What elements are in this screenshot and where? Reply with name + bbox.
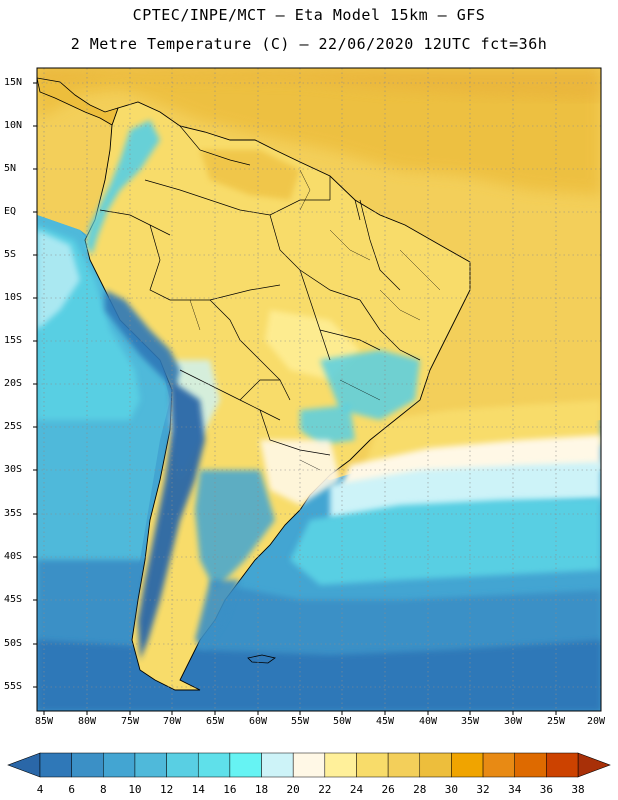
lon-label: 55W — [290, 716, 310, 727]
colorbar-label: 4 — [36, 783, 44, 796]
colorbar-swatch — [103, 752, 136, 778]
colorbar-label: 32 — [476, 783, 490, 796]
colorbar-label: 10 — [128, 783, 142, 796]
colorbar-label: 16 — [223, 783, 237, 796]
colorbar-label: 24 — [349, 783, 364, 796]
lon-label: 20W — [586, 716, 606, 727]
southern-patagonia — [195, 580, 240, 650]
central-america — [37, 77, 119, 126]
lat-label: 25S — [4, 421, 23, 432]
colorbar-swatch — [514, 752, 547, 778]
colorbar-swatch — [482, 752, 515, 778]
colorbar-label: 8 — [99, 783, 107, 796]
lat-label: 40S — [4, 551, 23, 562]
colorbar-label: 30 — [444, 783, 459, 796]
cyan-ocean-band — [290, 498, 601, 585]
colorbar — [7, 752, 611, 778]
colorbar-label: 38 — [571, 783, 585, 796]
lon-label: 25W — [546, 716, 566, 727]
graticule — [37, 68, 601, 711]
colorbar-swatch — [387, 752, 421, 778]
lat-label: 50S — [4, 638, 23, 649]
colorbar-min-arrow — [7, 752, 41, 778]
lon-label: 50W — [332, 716, 352, 727]
lat-label: 55S — [4, 681, 23, 692]
map-subtitle: 2 Metre Temperature (C) – 22/06/2020 12U… — [70, 35, 548, 53]
lon-label: 60W — [248, 716, 268, 727]
colorbar-swatch — [451, 752, 484, 778]
lat-label: 20S — [4, 378, 23, 389]
colorbar-swatch — [197, 752, 231, 778]
tick-marks — [33, 82, 557, 715]
colorbar-swatch — [134, 752, 167, 778]
lat-label: 10N — [4, 120, 23, 131]
lon-label: 65W — [205, 716, 225, 727]
lon-label: 45W — [375, 716, 395, 727]
colorbar-swatch — [166, 752, 199, 778]
lat-label: 15S — [4, 335, 23, 346]
lat-label: EQ — [4, 206, 17, 217]
colorbar-swatch — [229, 752, 262, 778]
lon-label: 40W — [418, 716, 438, 727]
colorbar-swatch — [261, 752, 294, 778]
colorbar-swatch — [356, 752, 389, 778]
lon-label: 30W — [503, 716, 523, 727]
colorbar-swatch — [546, 752, 579, 778]
lon-label: 35W — [460, 716, 480, 727]
colorbar-label: 6 — [68, 783, 75, 796]
colorbar-swatch — [71, 752, 104, 778]
lat-label: 10S — [4, 292, 23, 303]
state-borders — [189, 169, 441, 471]
lat-label: 30S — [4, 464, 23, 475]
falkland-islands — [247, 654, 276, 664]
map-field — [37, 68, 601, 711]
southeast-brazil-cool — [320, 350, 420, 420]
colorbar-label: 18 — [254, 783, 269, 796]
colorbar-swatch — [419, 752, 452, 778]
lat-label: 15N — [4, 77, 23, 88]
central-andes — [105, 290, 180, 390]
parana-cool — [300, 405, 355, 445]
colorbar-swatch — [324, 752, 357, 778]
southern-andes — [138, 380, 205, 660]
colorbar-label: 22 — [318, 783, 332, 796]
lon-label: 85W — [34, 716, 54, 727]
hot-north-strip — [37, 68, 601, 100]
colorbar-label: 12 — [159, 783, 174, 796]
amazon-warm-zone — [200, 150, 300, 200]
colorbar-label: 14 — [191, 783, 205, 796]
lat-label: 35S — [4, 508, 23, 519]
lon-label: 80W — [77, 716, 97, 727]
uruguay-pale — [260, 440, 340, 505]
colorbar-label: 34 — [508, 783, 522, 796]
lat-label: 45S — [4, 594, 23, 605]
lon-label: 70W — [162, 716, 182, 727]
lon-label: 75W — [120, 716, 140, 727]
lat-label: 5S — [4, 249, 17, 260]
map-frame — [36, 67, 602, 712]
colorbar-max-arrow — [577, 752, 611, 778]
colorbar-label: 26 — [381, 783, 395, 796]
colorbar-swatch — [292, 752, 326, 778]
colorbar-label: 36 — [539, 783, 553, 796]
warm-north-band — [37, 68, 601, 195]
colorbar-label: 20 — [286, 783, 300, 796]
northern-andes — [85, 120, 160, 255]
map-title: CPTEC/INPE/MCT – Eta Model 15km – GFS — [132, 6, 486, 24]
colorbar-label: 28 — [413, 783, 427, 796]
lat-label: 5N — [4, 163, 17, 174]
colorbar-swatch — [39, 752, 72, 778]
